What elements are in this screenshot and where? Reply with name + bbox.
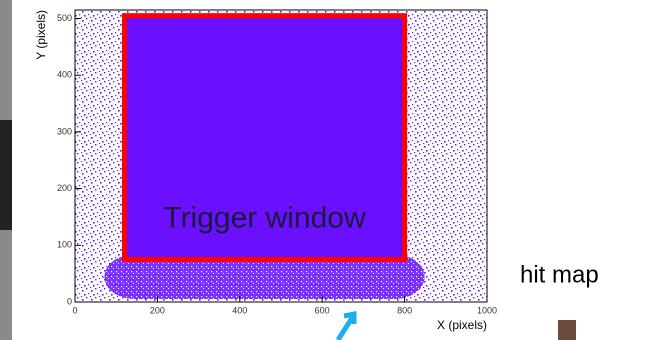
y-tick-label: 400 <box>57 70 72 80</box>
y-tick-label: 100 <box>57 240 72 250</box>
arrow <box>338 314 354 340</box>
x-tick-label: 600 <box>315 305 330 315</box>
caption: hit map <box>520 261 599 288</box>
page: Trigger window 0 200 400 600 800 1000 0 100 200 30… <box>0 0 660 340</box>
x-tick-label: 0 <box>72 305 77 315</box>
y-axis-label: Y (pixels) <box>34 10 48 60</box>
x-tick-label: 1000 <box>477 305 497 315</box>
y-tick-label: 200 <box>57 183 72 193</box>
chart: Trigger window 0 200 400 600 800 1000 0 100 200 30… <box>0 0 660 340</box>
x-axis-label: X (pixels) <box>437 318 487 332</box>
x-tick-label: 800 <box>397 305 412 315</box>
plot-area: Trigger window 0 200 400 600 800 1000 0 100 200 30… <box>34 10 497 332</box>
icon <box>558 320 576 340</box>
x-tick-label: 400 <box>232 305 247 315</box>
x-tick-label: 200 <box>150 305 165 315</box>
y-tick-label: 300 <box>57 126 72 136</box>
photo-strip <box>0 120 12 230</box>
window-label: Trigger window <box>163 201 366 234</box>
y-tick-label: 500 <box>57 13 72 23</box>
y-tick-label: 0 <box>67 296 72 306</box>
